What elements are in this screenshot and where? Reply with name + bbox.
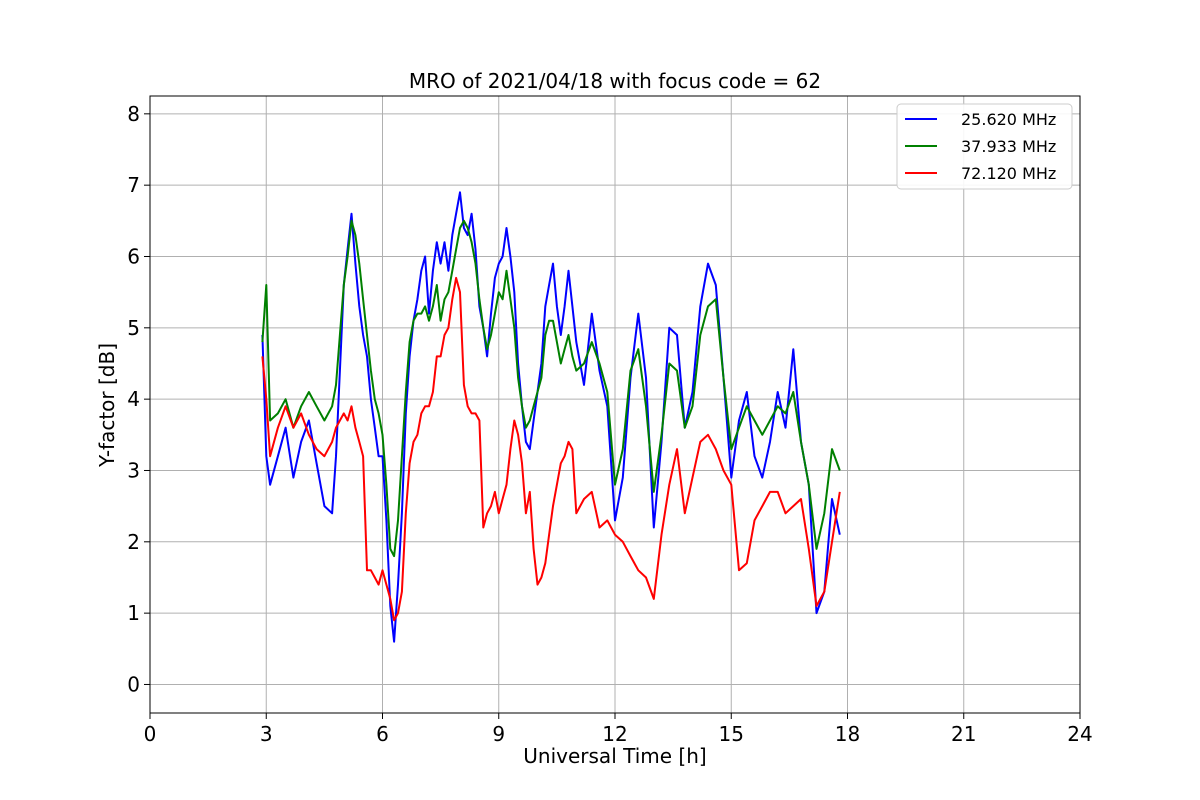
- y-tick-label: 1: [127, 601, 140, 625]
- y-tick-label: 7: [127, 173, 140, 197]
- y-tick-label: 4: [127, 387, 140, 411]
- x-tick-label: 6: [376, 722, 389, 746]
- legend-entry-label: 25.620 MHz: [961, 110, 1056, 129]
- y-tick-label: 3: [127, 458, 140, 482]
- y-tick-label: 0: [127, 672, 140, 696]
- series-line-2: [261, 219, 841, 558]
- y-tick-label: 5: [127, 316, 140, 340]
- x-tick-label: 21: [951, 722, 976, 746]
- x-axis-label: Universal Time [h]: [523, 744, 706, 768]
- series-lines: [261, 191, 841, 643]
- chart-title: MRO of 2021/04/18 with focus code = 62: [409, 69, 821, 93]
- y-tick-label: 8: [127, 102, 140, 126]
- legend-entry-label: 37.933 MHz: [961, 137, 1056, 156]
- x-tick-label: 9: [492, 722, 505, 746]
- legend-box: [896, 103, 1073, 190]
- y-tick-label: 6: [127, 244, 140, 268]
- x-tick-label: 18: [835, 722, 860, 746]
- series-line-3: [261, 276, 841, 622]
- series-line-1: [261, 191, 841, 643]
- x-tick-label: 12: [602, 722, 627, 746]
- x-tick-label: 0: [144, 722, 157, 746]
- x-tick-label: 24: [1067, 722, 1092, 746]
- x-tick-label: 15: [719, 722, 744, 746]
- y-tick-label: 2: [127, 530, 140, 554]
- legend-entry-label: 72.120 MHz: [961, 164, 1056, 183]
- x-tick-label: 3: [260, 722, 273, 746]
- y-axis-label: Y-factor [dB]: [95, 343, 119, 468]
- legend: 25.620 MHz 37.933 MHz 72.120 MHz: [896, 103, 1073, 190]
